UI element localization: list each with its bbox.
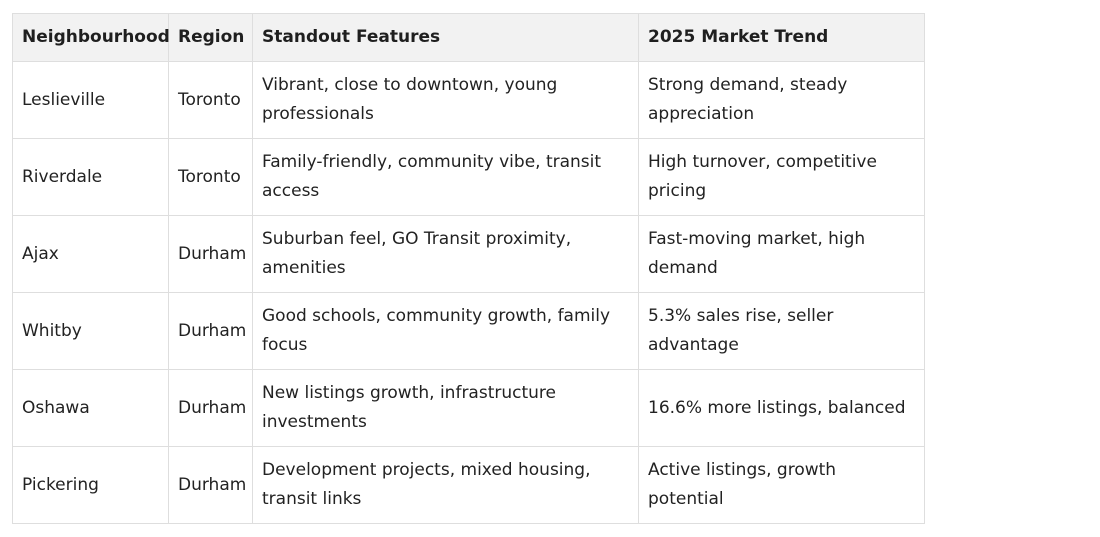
table-row: Ajax Durham Suburban feel, GO Transit pr… [12, 215, 925, 293]
neighbourhood-table: Neighbourhood Region Standout Features 2… [12, 13, 925, 524]
cell-neighbourhood: Whitby [12, 292, 169, 370]
cell-trend: Active listings, growth potential [638, 446, 925, 524]
cell-features: Good schools, community growth, family f… [252, 292, 639, 370]
cell-features: Development projects, mixed housing, tra… [252, 446, 639, 524]
table-row: Pickering Durham Development projects, m… [12, 446, 925, 524]
cell-features: New listings growth, infrastructure inve… [252, 369, 639, 447]
cell-features: Suburban feel, GO Transit proximity, ame… [252, 215, 639, 293]
table-row: Leslieville Toronto Vibrant, close to do… [12, 61, 925, 139]
cell-neighbourhood: Ajax [12, 215, 169, 293]
cell-region: Durham [168, 446, 253, 524]
cell-neighbourhood: Leslieville [12, 61, 169, 139]
cell-trend: Fast-moving market, high demand [638, 215, 925, 293]
cell-trend: Strong demand, steady appreciation [638, 61, 925, 139]
cell-features: Vibrant, close to downtown, young profes… [252, 61, 639, 139]
cell-features: Family-friendly, community vibe, transit… [252, 138, 639, 216]
cell-neighbourhood: Pickering [12, 446, 169, 524]
table-row: Oshawa Durham New listings growth, infra… [12, 369, 925, 447]
cell-trend: High turnover, competitive pricing [638, 138, 925, 216]
header-market-trend: 2025 Market Trend [638, 13, 925, 62]
header-region: Region [168, 13, 253, 62]
table-row: Riverdale Toronto Family-friendly, commu… [12, 138, 925, 216]
cell-trend: 5.3% sales rise, seller advantage [638, 292, 925, 370]
cell-neighbourhood: Oshawa [12, 369, 169, 447]
cell-region: Durham [168, 215, 253, 293]
header-standout-features: Standout Features [252, 13, 639, 62]
cell-trend: 16.6% more listings, balanced [638, 369, 925, 447]
table-header-row: Neighbourhood Region Standout Features 2… [12, 13, 925, 62]
cell-region: Toronto [168, 61, 253, 139]
cell-region: Durham [168, 292, 253, 370]
table-row: Whitby Durham Good schools, community gr… [12, 292, 925, 370]
cell-region: Durham [168, 369, 253, 447]
header-neighbourhood: Neighbourhood [12, 13, 170, 62]
neighbourhood-table-container: Neighbourhood Region Standout Features 2… [12, 13, 925, 524]
cell-region: Toronto [168, 138, 253, 216]
cell-neighbourhood: Riverdale [12, 138, 169, 216]
